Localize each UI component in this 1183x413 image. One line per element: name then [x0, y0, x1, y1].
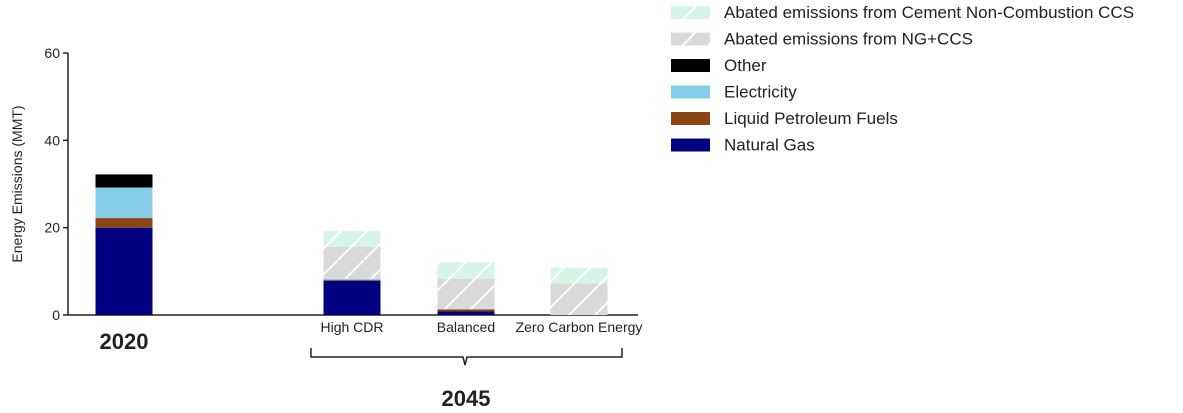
legend-swatch-other [671, 59, 710, 72]
legend-label-other: Other [724, 56, 767, 75]
legend-swatch-abated-emissions-from-cement-non-combustion-ccs [671, 6, 710, 19]
bar-balanced-abated-emissions-from-cement-non-combustion-ccs [437, 262, 495, 279]
bars [95, 174, 608, 315]
y-axis-label: Energy Emissions (MMT) [9, 105, 25, 262]
bar-balanced-abated-emissions-from-ng-ccs [437, 278, 495, 310]
category-label-2020: 2020 [100, 329, 149, 354]
bar-balanced-natural-gas [437, 311, 495, 315]
plot-area: 0 20 40 60 2020 High CDR Balanced Zero Carbon … [44, 45, 642, 354]
bar-2020-liquid-petroleum-fuels [95, 218, 153, 228]
legend-swatch-abated-emissions-from-ng-ccs [671, 32, 710, 46]
group-label-2045: 2045 [442, 386, 491, 411]
bar-zero-carbon-energy-abated-emissions-from-cement-non-combustion-ccs [550, 267, 608, 284]
legend: Abated emissions from Cement Non-Combust… [671, 3, 1134, 155]
legend-label-liquid-petroleum-fuels: Liquid Petroleum Fuels [724, 109, 898, 128]
legend-swatch-liquid-petroleum-fuels [671, 112, 710, 125]
bar-2020-electricity [95, 187, 153, 219]
bar-2020-other [95, 174, 153, 188]
category-labels: 2020 High CDR Balanced Zero Carbon Energy [100, 319, 643, 354]
y-tick-label: 40 [44, 132, 60, 148]
bar-zero-carbon-energy-abated-emissions-from-ng-ccs [550, 283, 608, 315]
bar-high-cdr-natural-gas [323, 280, 381, 315]
legend-swatch-natural-gas [671, 138, 710, 152]
bar-high-cdr-abated-emissions-from-cement-non-combustion-ccs [323, 231, 381, 247]
category-label-high-cdr: High CDR [320, 319, 383, 335]
y-tick-label: 20 [44, 220, 60, 236]
y-ticks: 0 20 40 60 [44, 45, 68, 323]
bar-high-cdr-abated-emissions-from-ng-ccs [323, 246, 381, 279]
legend-label-electricity: Electricity [724, 83, 797, 102]
y-tick-label: 60 [44, 45, 60, 61]
category-label-balanced: Balanced [437, 319, 495, 335]
legend-label-abated-emissions-from-ng-ccs: Abated emissions from NG+CCS [724, 30, 973, 49]
legend-label-natural-gas: Natural Gas [724, 136, 815, 155]
legend-label-abated-emissions-from-cement-non-combustion-ccs: Abated emissions from Cement Non-Combust… [724, 3, 1134, 22]
bar-high-cdr-liquid-petroleum-fuels [323, 280, 381, 281]
y-tick-label: 0 [52, 307, 60, 323]
category-label-zero-carbon-energy: Zero Carbon Energy [516, 319, 643, 335]
bar-balanced-liquid-petroleum-fuels [437, 309, 495, 312]
bar-2020-natural-gas [95, 227, 153, 315]
bar-high-cdr-electricity [323, 278, 381, 281]
group-bracket [310, 348, 623, 366]
legend-swatch-electricity [671, 85, 710, 99]
